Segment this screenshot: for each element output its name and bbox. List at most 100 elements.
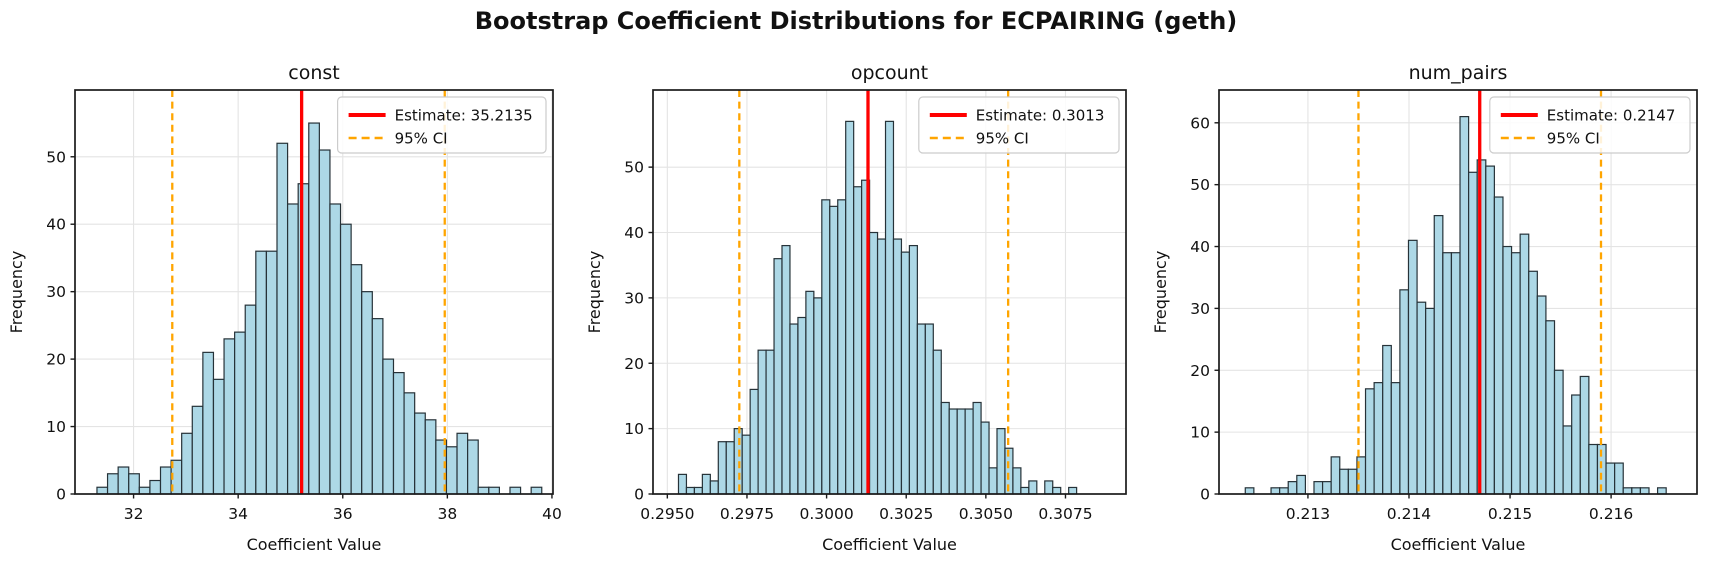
y-tick-label: 60: [1190, 114, 1210, 132]
x-tick-label: 0.213: [1286, 505, 1330, 523]
histogram-bar: [128, 473, 140, 495]
histogram-bar: [749, 388, 759, 495]
histogram-bar: [845, 120, 855, 495]
histogram-bar: [1407, 239, 1418, 495]
histogram-bar: [797, 316, 807, 495]
y-tick-label: 0: [56, 486, 66, 504]
histogram-bar: [456, 432, 469, 495]
legend-box: [1489, 96, 1691, 154]
histogram-bar: [1579, 375, 1590, 495]
histogram-bar: [1416, 301, 1427, 495]
histogram-bar: [1244, 487, 1255, 495]
histogram-bar: [1502, 245, 1513, 495]
x-tick-label: 0.215: [1488, 505, 1532, 523]
histogram-bar: [789, 323, 799, 495]
y-tick-label: 20: [1190, 362, 1210, 380]
y-tick-label: 40: [1190, 238, 1210, 256]
legend-estimate-label: Estimate: 0.2147: [1547, 107, 1676, 125]
x-tick-label: 40: [542, 505, 562, 523]
y-tick-label: 40: [624, 224, 644, 242]
histogram-bar: [1433, 214, 1444, 495]
histogram-bar: [1052, 486, 1062, 495]
histogram-bar: [1528, 270, 1538, 495]
histogram-bar: [924, 323, 934, 495]
histogram-bar: [117, 466, 130, 495]
y-axis-label: Frequency: [1151, 251, 1170, 334]
histogram-bar: [829, 205, 839, 495]
histogram-bar: [350, 264, 363, 495]
y-tick-label: 40: [46, 216, 66, 234]
y-tick-label: 10: [46, 418, 66, 436]
histogram-bar: [382, 358, 395, 495]
histogram-bar: [1270, 487, 1281, 495]
histogram-bar: [980, 421, 990, 495]
y-tick-label: 0: [634, 486, 644, 504]
histogram-bar: [255, 250, 268, 495]
histogram-bar: [467, 439, 479, 495]
y-axis-label: Frequency: [7, 251, 26, 334]
charts-row: 32 34 36 38 40 0 10 20 30 40 50 const Coefficient Va…: [0, 45, 1712, 569]
x-tick-label: 0.3050: [959, 505, 1013, 523]
y-tick-label: 30: [624, 289, 644, 307]
histogram-bar: [1382, 344, 1392, 495]
x-tick-label: 38: [437, 505, 457, 523]
histogram-bar: [403, 392, 416, 495]
x-tick-label: 36: [333, 505, 353, 523]
histogram-bar: [677, 473, 688, 495]
x-axis-label: Coefficient Value: [247, 535, 382, 554]
histogram-bar: [972, 401, 982, 495]
histogram-bar: [853, 186, 863, 495]
histogram-bar: [392, 371, 405, 495]
histogram-bar: [244, 304, 257, 495]
histogram-bar: [1562, 425, 1573, 495]
histogram-bar: [956, 408, 966, 495]
histogram-bar: [765, 349, 775, 495]
y-tick-label: 10: [624, 420, 644, 438]
histogram-bar: [725, 441, 735, 495]
histogram-bar: [709, 480, 719, 495]
histogram-bar: [477, 486, 490, 495]
histogram-bar: [361, 291, 373, 495]
y-tick-label: 20: [46, 351, 66, 369]
histogram-bar: [297, 183, 310, 495]
histogram-bar: [414, 412, 426, 495]
y-tick-label: 10: [1190, 424, 1210, 442]
histogram-bar: [1485, 165, 1495, 495]
x-axis-label: Coefficient Value: [822, 535, 957, 554]
histogram-bar: [181, 432, 193, 495]
histogram-bar: [741, 434, 751, 495]
histogram-bar: [773, 258, 783, 495]
plot-spines: [1218, 89, 1698, 495]
histogram-bar: [900, 251, 911, 495]
histogram-bar: [265, 250, 278, 495]
histogram-bar: [106, 473, 119, 495]
histogram-bar: [701, 473, 711, 495]
y-tick-label: 50: [624, 159, 644, 177]
histogram-bar: [916, 323, 926, 495]
histogram-bar: [1068, 486, 1078, 495]
histogram-bar: [1399, 289, 1410, 495]
x-tick-label: 0.2975: [720, 505, 774, 523]
histogram-bar: [318, 149, 331, 495]
histogram-bar: [717, 441, 727, 495]
histogram-bar: [693, 486, 703, 495]
histogram-bar: [868, 231, 879, 495]
y-tick-label: 20: [624, 355, 644, 373]
histogram-bar: [445, 446, 458, 495]
histogram-bar: [1614, 462, 1624, 495]
x-tick-label: 0.3025: [879, 505, 933, 523]
x-tick-label: 34: [228, 505, 248, 523]
histogram-bar: [159, 466, 172, 495]
histogram-svg-const: 32 34 36 38 40 0 10 20 30 40 50 const Coefficient Va…: [7, 62, 562, 554]
histogram-bar: [339, 223, 352, 495]
histogram-bar: [1028, 480, 1038, 495]
histogram-bar: [488, 486, 500, 495]
histogram-bar: [276, 142, 289, 495]
legend: Estimate: 35.2135 95% CI: [337, 96, 547, 154]
figure-title: Bootstrap Coefficient Distributions for …: [474, 7, 1238, 35]
histogram-bar: [1622, 487, 1633, 495]
histogram-bar: [212, 378, 225, 495]
histogram-bar: [329, 203, 342, 495]
x-tick-label: 0.214: [1387, 505, 1431, 523]
histogram-bar: [1605, 462, 1616, 495]
